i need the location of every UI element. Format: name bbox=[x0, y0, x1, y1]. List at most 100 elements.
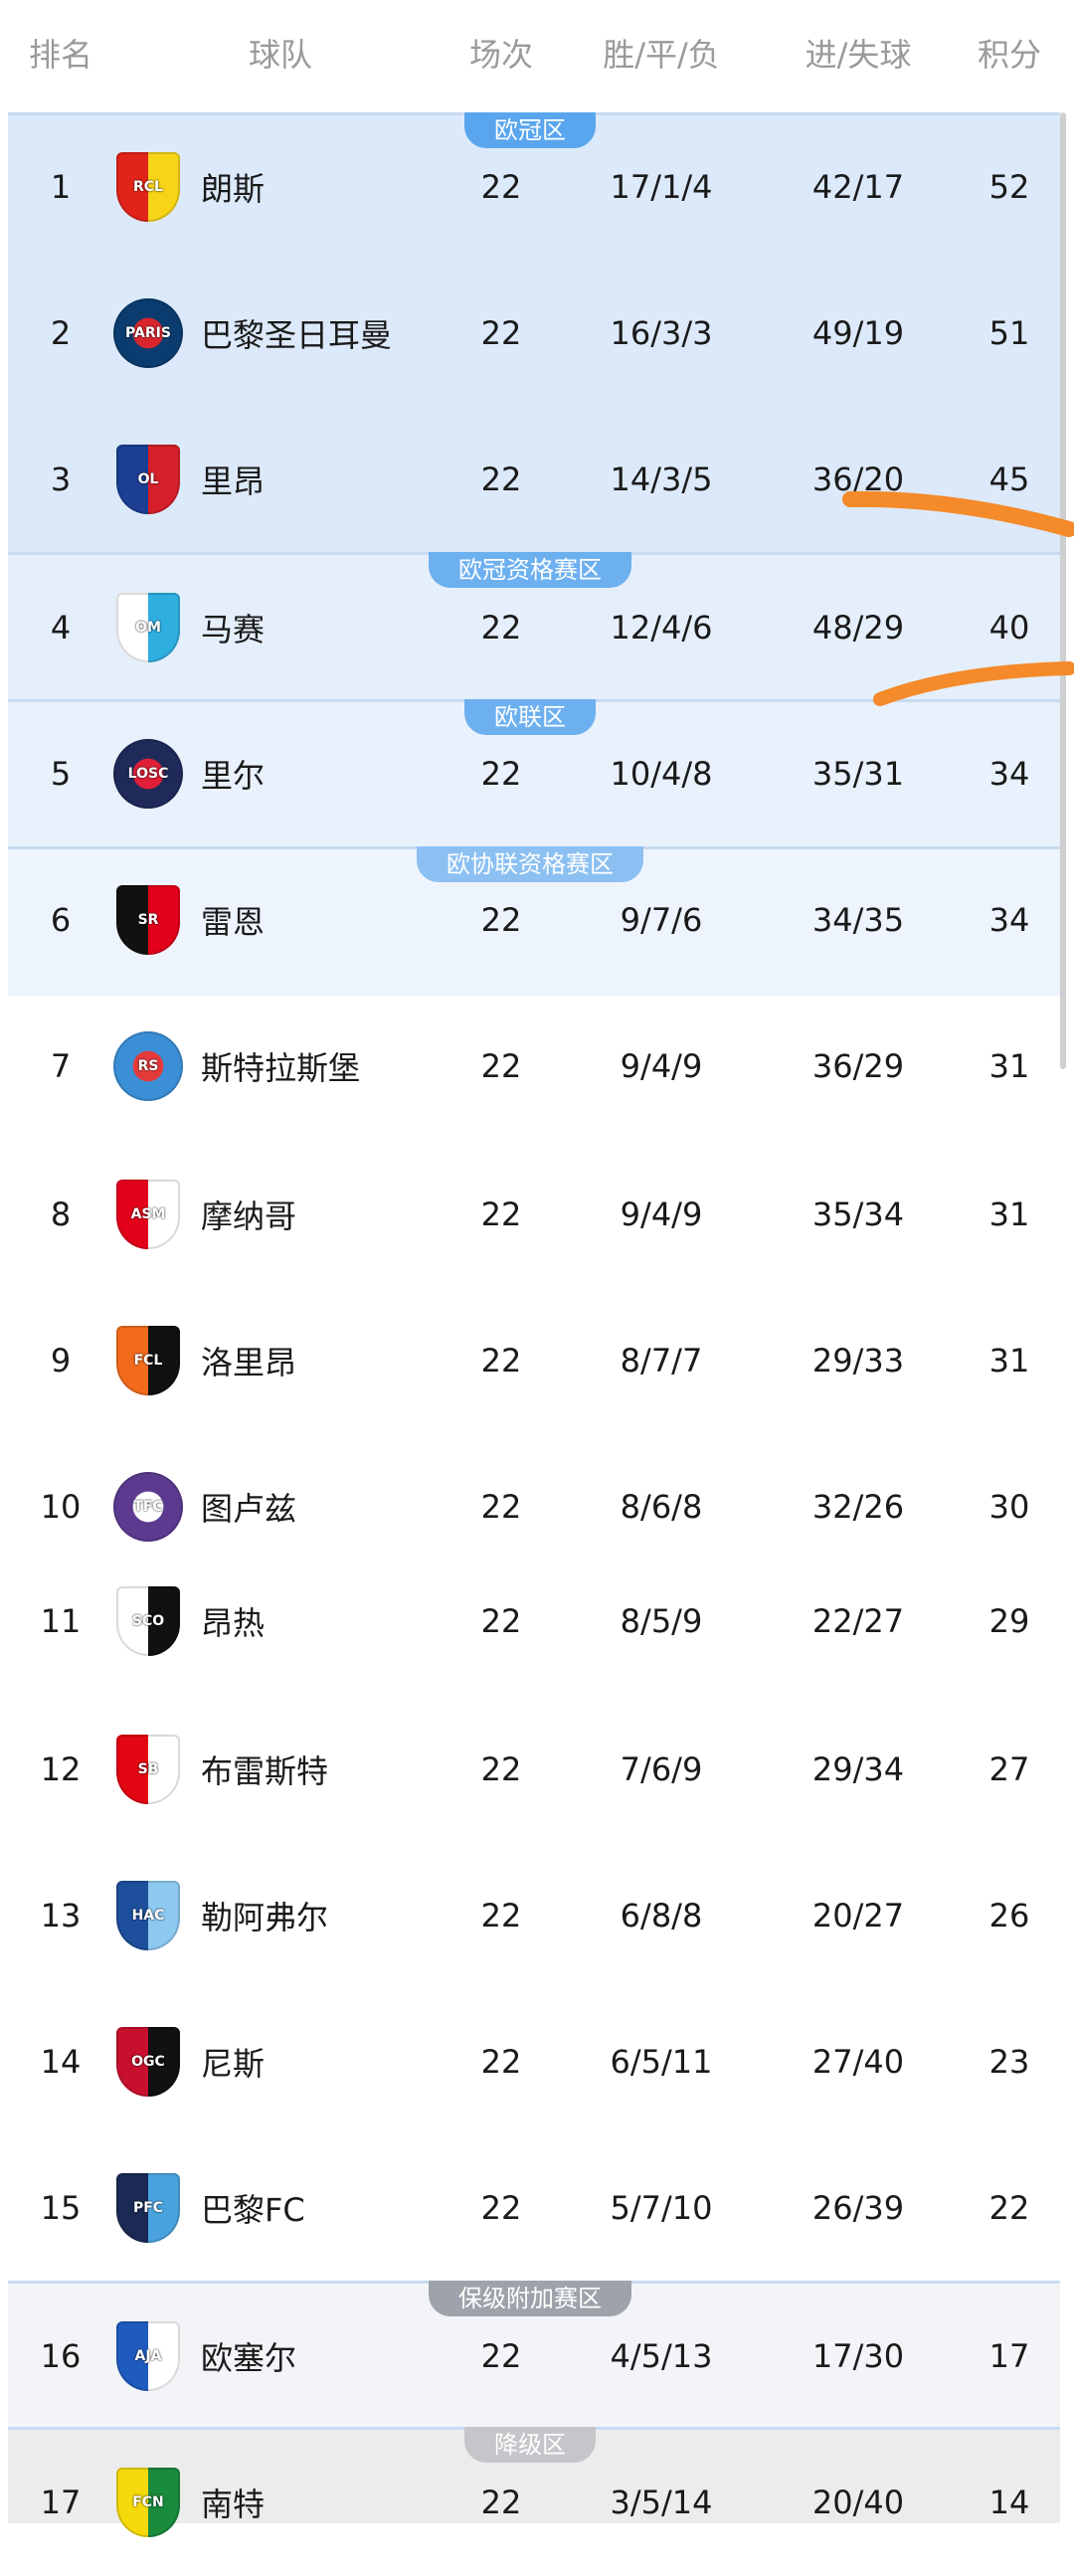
marseille-crest-icon: OM bbox=[116, 593, 180, 662]
team-goals: 29/33 bbox=[811, 1342, 905, 1380]
team-wdl: 5/7/10 bbox=[610, 2189, 713, 2227]
header-wdl: 胜/平/负 bbox=[603, 36, 720, 74]
team-wdl: 7/6/9 bbox=[620, 1750, 703, 1788]
table-row[interactable]: 16 22 4/5/13 17/30 17 欧塞尔 AJA bbox=[0, 2283, 1054, 2430]
table-row[interactable]: 9 22 8/7/7 29/33 31 洛里昂 FCL bbox=[0, 1287, 1054, 1434]
header-points: 积分 bbox=[977, 36, 1042, 74]
logo-text: OGC bbox=[131, 2054, 165, 2070]
table-row[interactable]: 11 22 8/5/9 22/27 29 昂热 SCO bbox=[0, 1548, 1054, 1695]
table-row[interactable]: 6 22 9/7/6 34/35 34 雷恩 SR bbox=[0, 846, 1054, 994]
team-name[interactable]: 雷恩 bbox=[201, 903, 266, 941]
team-points: 27 bbox=[988, 1750, 1030, 1788]
team-name[interactable]: 洛里昂 bbox=[201, 1344, 297, 1381]
team-goals: 26/39 bbox=[811, 2189, 905, 2227]
team-rank: 17 bbox=[40, 2484, 82, 2521]
team-rank: 3 bbox=[50, 460, 72, 498]
team-played: 22 bbox=[480, 2189, 522, 2227]
table-row[interactable]: 10 22 8/6/8 32/26 30 图卢兹 TFC bbox=[0, 1433, 1054, 1580]
team-points: 34 bbox=[988, 901, 1030, 939]
nantes-crest-icon: FCN bbox=[116, 2468, 180, 2537]
table-row[interactable]: 1 22 17/1/4 42/17 52 朗斯 RCL bbox=[0, 113, 1054, 261]
team-wdl: 6/8/8 bbox=[620, 1897, 703, 1934]
team-points: 29 bbox=[988, 1602, 1030, 1640]
team-played: 22 bbox=[480, 609, 522, 646]
team-played: 22 bbox=[480, 460, 522, 498]
team-name[interactable]: 尼斯 bbox=[201, 2045, 266, 2083]
team-goals: 17/30 bbox=[811, 2337, 905, 2375]
table-row[interactable]: 5 22 10/4/8 35/31 34 里尔 LOSC bbox=[0, 700, 1054, 847]
team-name[interactable]: 巴黎FC bbox=[201, 2191, 305, 2229]
zone-band: 欧冠区 bbox=[8, 112, 1060, 555]
table-row[interactable]: 2 22 16/3/3 49/19 51 巴黎圣日耳曼 PARIS bbox=[0, 260, 1054, 407]
team-rank: 9 bbox=[50, 1342, 72, 1380]
team-wdl: 9/4/9 bbox=[620, 1196, 703, 1233]
team-played: 22 bbox=[480, 1897, 522, 1934]
team-points: 23 bbox=[988, 2043, 1030, 2081]
team-name[interactable]: 摩纳哥 bbox=[201, 1197, 297, 1235]
zone-badge: 欧冠区 bbox=[464, 112, 596, 148]
team-played: 22 bbox=[480, 314, 522, 352]
table-row[interactable]: 17 22 3/5/14 20/40 14 南特 FCN bbox=[0, 2429, 1054, 2576]
zone-badge: 保级附加赛区 bbox=[429, 2281, 631, 2316]
team-name[interactable]: 巴黎圣日耳曼 bbox=[201, 316, 393, 354]
team-rank: 6 bbox=[50, 901, 72, 939]
team-name[interactable]: 斯特拉斯堡 bbox=[201, 1049, 361, 1087]
team-wdl: 8/5/9 bbox=[620, 1602, 703, 1640]
team-name[interactable]: 勒阿弗尔 bbox=[201, 1899, 329, 1936]
lorient-crest-icon: FCL bbox=[116, 1326, 180, 1395]
team-points: 26 bbox=[988, 1897, 1030, 1934]
logo-text: FCL bbox=[133, 1353, 163, 1369]
team-rank: 5 bbox=[50, 755, 72, 793]
team-name[interactable]: 欧塞尔 bbox=[201, 2339, 297, 2377]
team-wdl: 8/6/8 bbox=[620, 1488, 703, 1526]
header-rank: 排名 bbox=[28, 36, 93, 74]
zone-band: 降级区 bbox=[8, 2427, 1060, 2523]
team-goals: 48/29 bbox=[811, 609, 905, 646]
table-row[interactable]: 15 22 5/7/10 26/39 22 巴黎FC PFC bbox=[0, 2134, 1054, 2282]
table-row[interactable]: 8 22 9/4/9 35/34 31 摩纳哥 ASM bbox=[0, 1141, 1054, 1288]
team-wdl: 17/1/4 bbox=[610, 168, 713, 206]
table-row[interactable]: 12 22 7/6/9 29/34 27 布雷斯特 SB bbox=[0, 1696, 1054, 1843]
ogc-nice-crest-icon: OGC bbox=[116, 2027, 180, 2097]
psg-crest-icon: PARIS bbox=[113, 298, 183, 368]
auxerre-crest-icon: AJA bbox=[116, 2321, 180, 2391]
header-goals: 进/失球 bbox=[805, 36, 912, 74]
team-name[interactable]: 昂热 bbox=[201, 1604, 266, 1642]
table-row[interactable]: 13 22 6/8/8 20/27 26 勒阿弗尔 HAC bbox=[0, 1842, 1054, 1989]
table-row[interactable]: 7 22 9/4/9 36/29 31 斯特拉斯堡 RS bbox=[0, 993, 1054, 1140]
team-goals: 36/29 bbox=[811, 1047, 905, 1085]
team-name[interactable]: 布雷斯特 bbox=[201, 1752, 329, 1790]
logo-text: RCL bbox=[133, 179, 163, 195]
team-played: 22 bbox=[480, 755, 522, 793]
rc-lens-crest-icon: RCL bbox=[116, 152, 180, 222]
table-row[interactable]: 14 22 6/5/11 27/40 23 尼斯 OGC bbox=[0, 1988, 1054, 2135]
strasbourg-crest-icon: RS bbox=[113, 1031, 183, 1101]
logo-text: SCO bbox=[131, 1613, 165, 1629]
team-played: 22 bbox=[480, 1602, 522, 1640]
table-row[interactable]: 4 22 12/4/6 48/29 40 马赛 OM bbox=[0, 554, 1054, 701]
table-row[interactable]: 3 22 14/3/5 36/20 45 里昂 OL bbox=[0, 406, 1054, 553]
team-name[interactable]: 里尔 bbox=[201, 757, 266, 795]
logo-text: AJA bbox=[134, 2348, 162, 2364]
logo-text: ASM bbox=[130, 1206, 166, 1222]
logo-text: PARIS bbox=[125, 325, 171, 341]
team-rank: 2 bbox=[50, 314, 72, 352]
team-name[interactable]: 马赛 bbox=[201, 611, 266, 648]
team-points: 40 bbox=[988, 609, 1030, 646]
team-name[interactable]: 朗斯 bbox=[201, 170, 266, 208]
zone-band: 欧协联资格赛区 bbox=[8, 846, 1060, 996]
losc-lille-crest-icon: LOSC bbox=[113, 739, 183, 809]
zone-badge: 欧冠资格赛区 bbox=[429, 552, 631, 588]
team-goals: 49/19 bbox=[811, 314, 905, 352]
team-goals: 27/40 bbox=[811, 2043, 905, 2081]
team-played: 22 bbox=[480, 168, 522, 206]
team-name[interactable]: 里昂 bbox=[201, 462, 266, 500]
team-points: 31 bbox=[988, 1342, 1030, 1380]
team-name[interactable]: 南特 bbox=[201, 2485, 266, 2523]
scrollbar[interactable] bbox=[1060, 112, 1066, 1069]
team-goals: 35/34 bbox=[811, 1196, 905, 1233]
monaco-crest-icon: ASM bbox=[116, 1180, 180, 1249]
team-wdl: 16/3/3 bbox=[610, 314, 713, 352]
team-name[interactable]: 图卢兹 bbox=[201, 1490, 297, 1528]
logo-text: LOSC bbox=[127, 766, 169, 782]
